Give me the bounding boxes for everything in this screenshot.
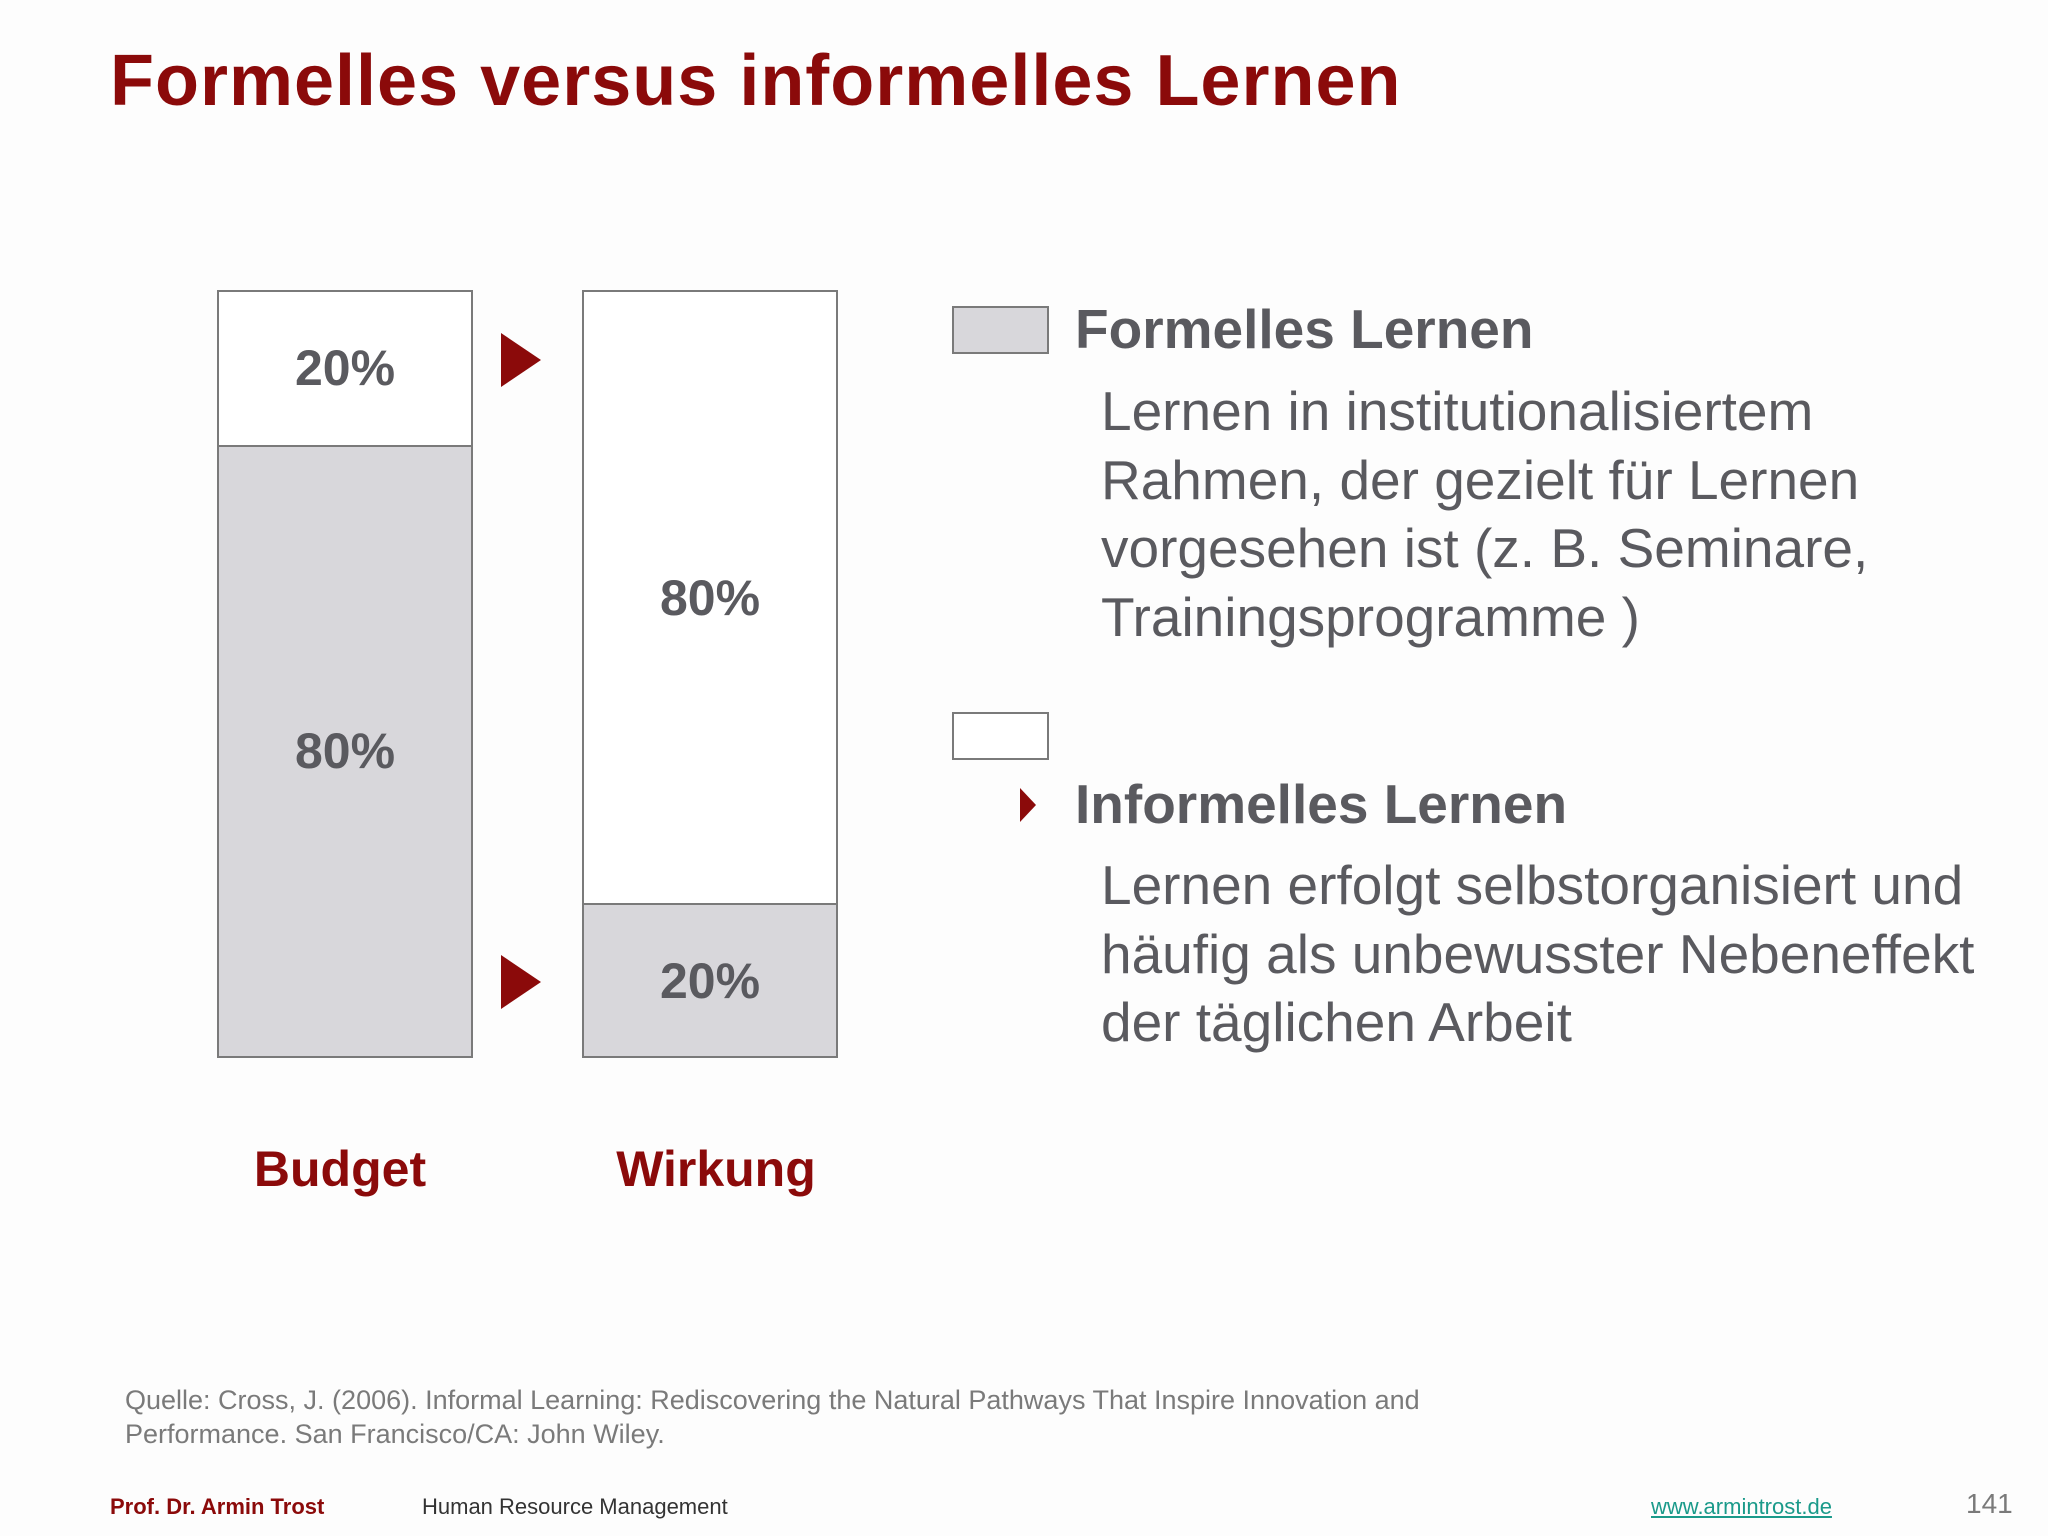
legend-heading-informal: Informelles Lernen xyxy=(1075,773,1568,835)
legend-description-informal: Lernen erfolgt selbstorganisiert und häu… xyxy=(1101,854,1975,1054)
value-label: 20% xyxy=(294,340,396,397)
footer-course: Human Resource Management xyxy=(422,1494,728,1519)
bar-segment-formal: 80% xyxy=(219,444,471,1056)
value-label: 20% xyxy=(659,952,761,1009)
category-label-wirkung: Wirkung xyxy=(616,1141,816,1197)
bullet-arrow-icon xyxy=(1020,788,1036,822)
footer-website-link[interactable]: www.armintrost.de xyxy=(1651,1494,1832,1519)
legend-swatch-informal xyxy=(952,712,1049,760)
value-label: 80% xyxy=(294,723,396,780)
arrow-right-icon xyxy=(501,955,541,1009)
slide-title: Formelles versus informelles Lernen xyxy=(110,41,1402,121)
arrow-right-icon xyxy=(501,333,541,387)
page-number: 141 xyxy=(1966,1488,2013,1519)
bar-segment-informal: 80% xyxy=(584,292,836,904)
legend-description-formal: Lernen in institutionalisiertem Rahmen, … xyxy=(1101,380,1869,648)
category-label-budget: Budget xyxy=(253,1141,427,1197)
bar-wirkung: 80% 20% xyxy=(582,290,838,1058)
legend-swatch-formal xyxy=(952,306,1049,354)
bar-budget: 20% 80% xyxy=(217,290,473,1058)
footer-author: Prof. Dr. Armin Trost xyxy=(110,1494,325,1519)
source-citation: Quelle: Cross, J. (2006). Informal Learn… xyxy=(125,1385,1420,1449)
value-label: 80% xyxy=(659,569,761,626)
legend-heading-formal: Formelles Lernen xyxy=(1075,298,1534,360)
bar-segment-informal: 20% xyxy=(219,292,471,445)
bar-segment-formal: 20% xyxy=(584,903,836,1056)
